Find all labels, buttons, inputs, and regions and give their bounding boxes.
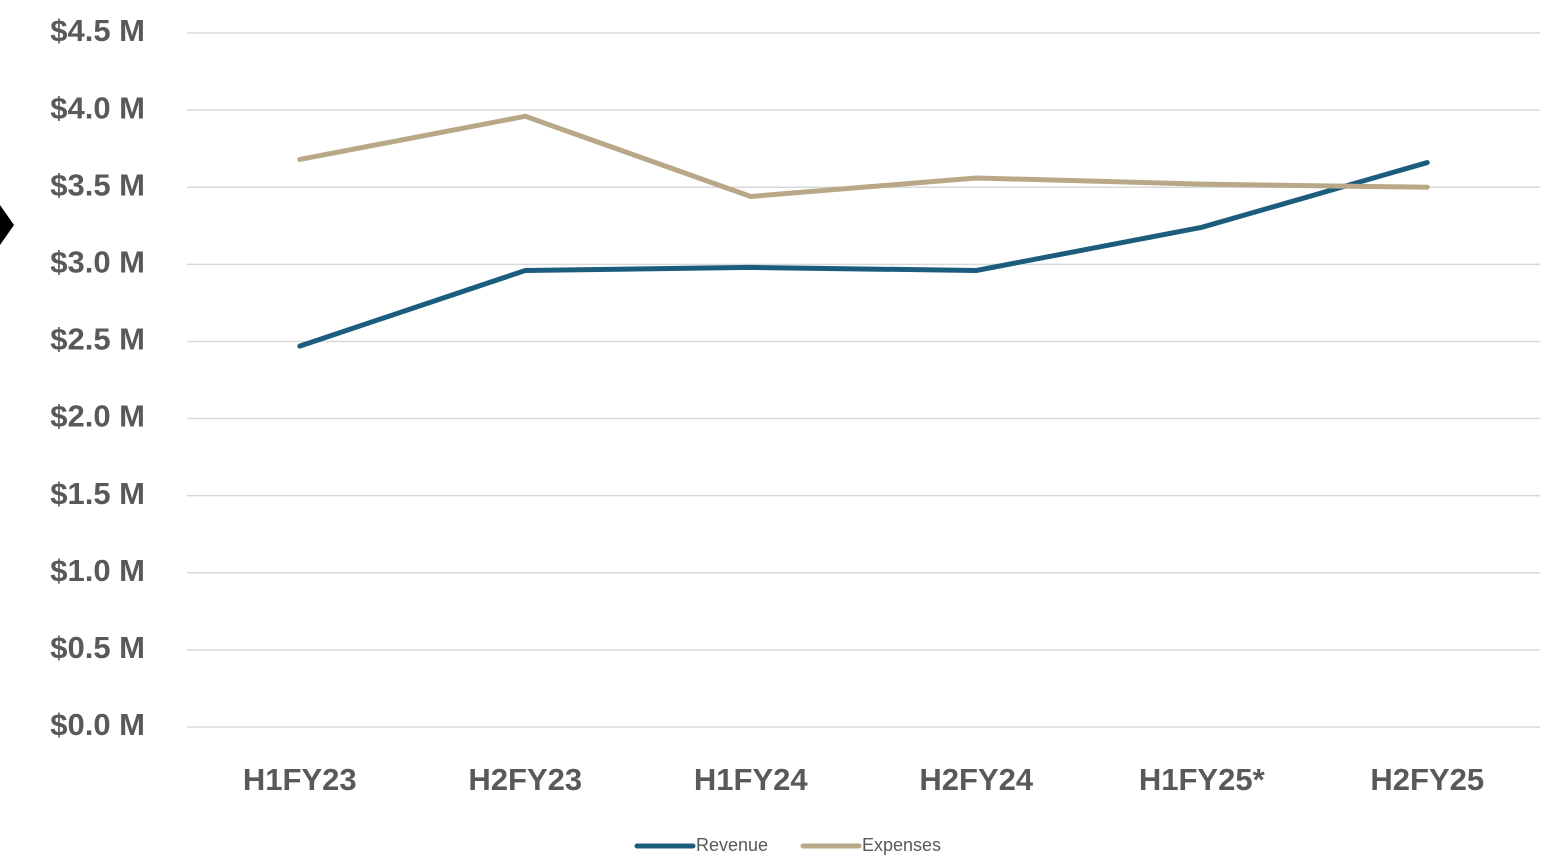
y-tick-label: $3.0 M xyxy=(50,245,145,280)
x-tick-label: H1FY25* xyxy=(1139,762,1266,797)
y-tick-label: $4.0 M xyxy=(50,90,145,125)
x-tick-label: H1FY23 xyxy=(243,762,357,797)
x-tick-label: H2FY24 xyxy=(919,762,1033,797)
x-tick-label: H1FY24 xyxy=(694,762,808,797)
y-tick-label: $1.5 M xyxy=(50,476,145,511)
y-tick-label: $2.0 M xyxy=(50,399,145,434)
legend-label: Expenses xyxy=(862,835,941,855)
legend-label: Revenue xyxy=(696,835,768,855)
x-tick-label: H2FY25 xyxy=(1370,762,1484,797)
data-line xyxy=(297,113,1430,199)
data-line xyxy=(297,160,1430,349)
y-tick-label: $4.5 M xyxy=(50,13,145,48)
y-tick-label: $0.0 M xyxy=(50,707,145,742)
arrow-marker xyxy=(0,205,14,245)
y-tick-label: $1.0 M xyxy=(50,553,145,588)
y-tick-label: $3.5 M xyxy=(50,167,145,202)
y-tick-label: $2.5 M xyxy=(50,322,145,357)
x-tick-label: H2FY23 xyxy=(468,762,582,797)
y-tick-label: $0.5 M xyxy=(50,630,145,665)
